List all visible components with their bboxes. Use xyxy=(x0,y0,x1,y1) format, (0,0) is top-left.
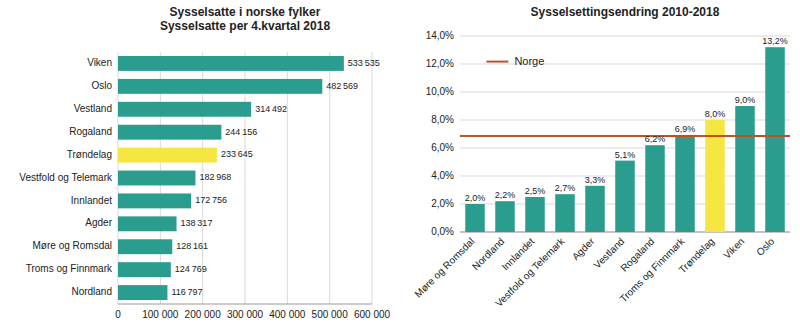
y-tick-label: Vestfold og Telemark xyxy=(19,172,113,183)
y-tick-label: 2,0% xyxy=(431,198,454,209)
bar xyxy=(765,47,785,232)
labels: Nordland 116 797 Troms og Finnmark 124 769 M… xyxy=(19,57,379,297)
reference-line xyxy=(460,135,790,137)
data-label: 116 797 xyxy=(171,287,202,297)
bar xyxy=(118,79,322,94)
bars xyxy=(460,47,790,232)
legend-label: Norge xyxy=(514,55,544,67)
x-tick-label: 400 000 xyxy=(269,309,306,320)
data-label: 2,7% xyxy=(555,183,576,193)
y-tick-label: 12,0% xyxy=(426,58,454,69)
data-label: 533 535 xyxy=(348,58,380,68)
y-tick-label: Troms og Finnmark xyxy=(26,263,113,274)
data-label: 13,2% xyxy=(762,36,788,46)
data-label: 5,1% xyxy=(615,150,636,160)
y-tick-label: 10,0% xyxy=(426,86,454,97)
grid-line xyxy=(460,92,790,93)
grid xyxy=(460,36,790,232)
data-label: 2,5% xyxy=(525,186,546,196)
legend-swatch xyxy=(486,61,508,63)
data-label: 482 569 xyxy=(326,81,358,91)
x-tick-label: Møre og Romsdal xyxy=(412,236,476,300)
bar xyxy=(118,171,195,186)
bar xyxy=(118,193,191,208)
bar xyxy=(118,262,171,277)
y-tick-label: Trøndelag xyxy=(67,149,112,160)
bar xyxy=(615,161,635,232)
chart-panel: Sysselsettingsendring 2010-2018 0,0% 2,0% 4… xyxy=(400,0,800,336)
bar xyxy=(118,239,172,254)
bar xyxy=(675,135,695,232)
data-label: 124 769 xyxy=(175,264,207,274)
x-tick-label: 200 000 xyxy=(185,309,222,320)
y-tick-label: 8,0% xyxy=(431,114,454,125)
y-tick-label: 6,0% xyxy=(431,142,454,153)
grid xyxy=(118,52,372,304)
x-tick-label: 300 000 xyxy=(227,309,264,320)
bar xyxy=(465,204,485,232)
data-label: 182 968 xyxy=(199,172,231,182)
bar xyxy=(525,197,545,232)
y-tick-label: 14,0% xyxy=(426,30,454,41)
chart-container: Sysselsatte i norske fylkerSysselsatte p… xyxy=(0,0,800,336)
labels: Møre og Romsdal2,0%Nordland2,2%Innlandet… xyxy=(412,36,787,309)
chart-title: Sysselsatte i norske fylkerSysselsatte p… xyxy=(160,5,330,33)
x-tick-label: Viken xyxy=(721,236,746,261)
data-label: 3,3% xyxy=(585,175,606,185)
y-tick-label: Viken xyxy=(87,57,112,68)
data-label: 172 756 xyxy=(195,195,227,205)
chart-panel: Sysselsatte i norske fylkerSysselsatte p… xyxy=(0,0,400,336)
x-tick-label: Trøndelag xyxy=(677,236,717,276)
bar xyxy=(118,102,251,117)
x-tick-label: Oslo xyxy=(754,235,777,258)
bar xyxy=(585,186,605,232)
data-label: 6,9% xyxy=(675,124,696,134)
data-label: 2,2% xyxy=(495,190,516,200)
x-axis-line xyxy=(118,304,372,305)
bars xyxy=(118,56,344,300)
data-label: 138 317 xyxy=(181,218,213,228)
title-line: Sysselsatte i norske fylker xyxy=(170,5,321,19)
bar xyxy=(495,201,515,232)
bar xyxy=(555,194,575,232)
x-tick-label: 500 000 xyxy=(312,309,349,320)
bar xyxy=(645,145,665,232)
bar xyxy=(118,125,221,140)
legend: Norge xyxy=(486,55,544,67)
x-tick-label: Agder xyxy=(570,235,597,262)
data-label: 233 645 xyxy=(221,149,253,159)
title-line: Sysselsatte per 4.kvartal 2018 xyxy=(160,19,330,33)
grid-line xyxy=(460,36,790,37)
x-tick-label: 0 xyxy=(115,309,121,320)
data-label: 314 492 xyxy=(255,104,287,114)
y-tick-label: Rogaland xyxy=(69,126,112,137)
title-line: Sysselsettingsendring 2010-2018 xyxy=(531,5,720,19)
y-tick-label: Innlandet xyxy=(71,195,112,206)
data-label: 244 156 xyxy=(225,127,257,137)
x-tick-label: 100 000 xyxy=(142,309,179,320)
bar xyxy=(118,285,167,300)
grid-line xyxy=(460,64,790,65)
y-tick-label: Vestland xyxy=(74,103,112,114)
data-label: 6,2% xyxy=(645,134,666,144)
chart-title: Sysselsettingsendring 2010-2018 xyxy=(531,5,720,19)
data-label: 2,0% xyxy=(465,193,486,203)
y-tick-label: Oslo xyxy=(91,80,112,91)
x-tick-label: Vestfold og Telemark xyxy=(493,235,567,309)
data-label: 128 161 xyxy=(176,241,208,251)
bar xyxy=(118,216,177,231)
x-tick-label: 600 000 xyxy=(354,309,391,320)
bar xyxy=(118,148,217,163)
y-tick-label: Nordland xyxy=(71,286,112,297)
bar xyxy=(118,56,344,71)
y-tick-label: 4,0% xyxy=(431,170,454,181)
data-label: 9,0% xyxy=(735,95,756,105)
y-tick-label: Agder xyxy=(85,217,112,228)
x-tick-label: Troms og Finnmark xyxy=(618,235,688,305)
grid-line xyxy=(372,52,373,304)
bar xyxy=(735,106,755,232)
y-tick-label: 0,0% xyxy=(431,226,454,237)
y-tick-label: Møre og Romsdal xyxy=(33,240,112,251)
data-label: 8,0% xyxy=(705,109,726,119)
